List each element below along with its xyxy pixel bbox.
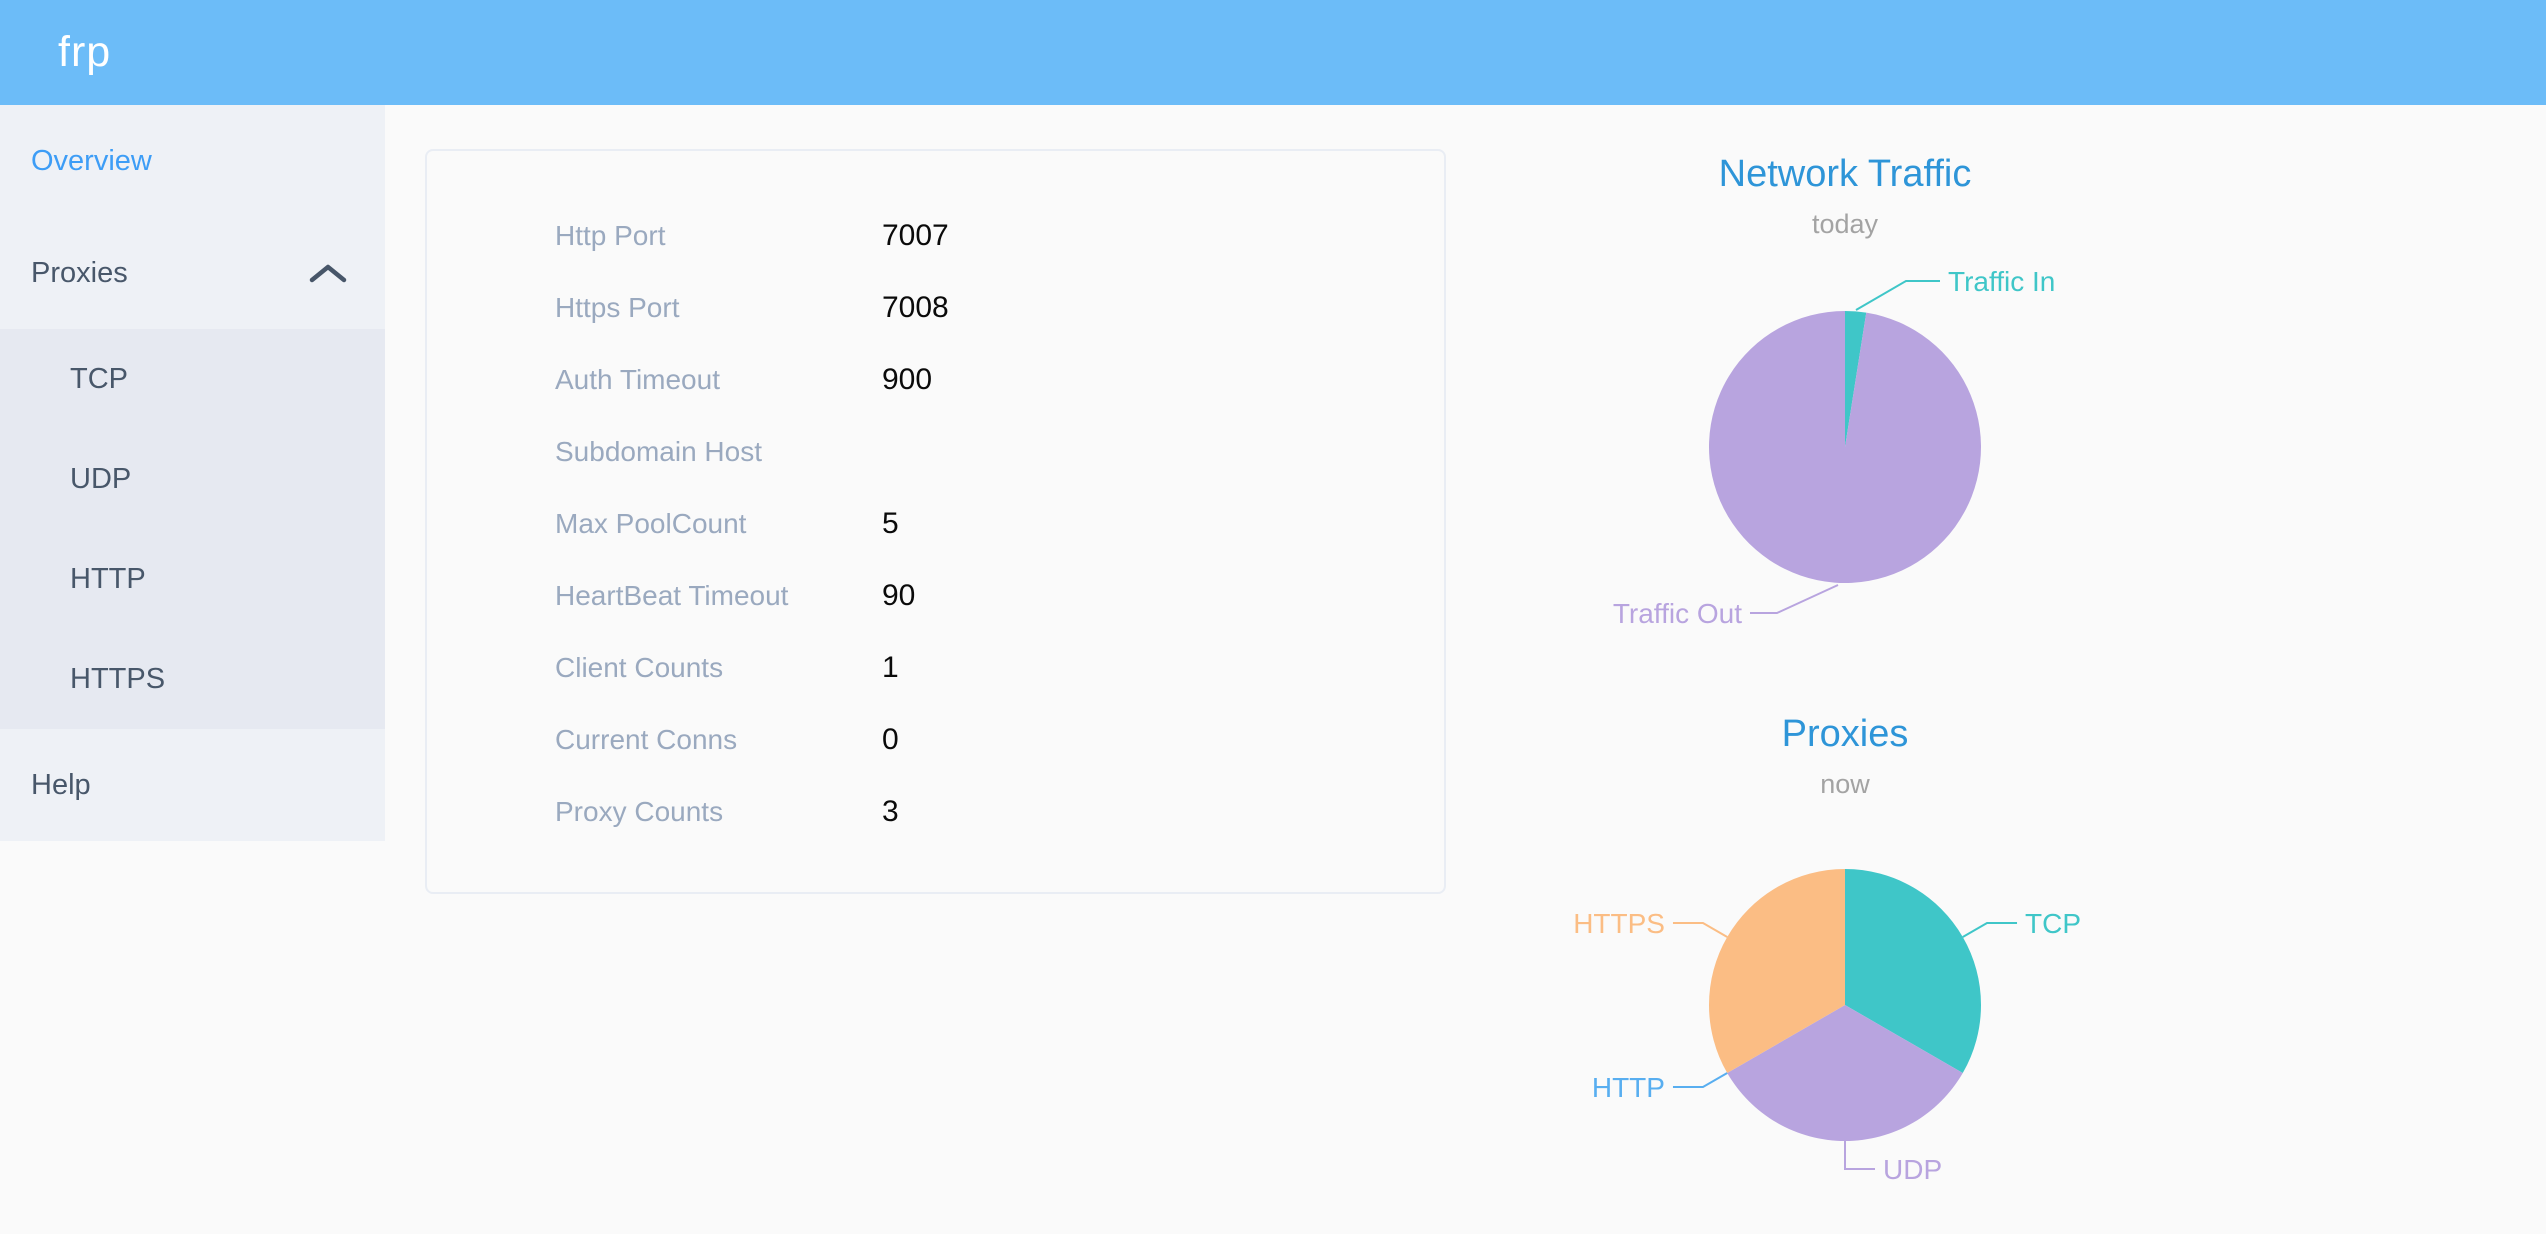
pie-label-line	[1672, 1072, 1728, 1088]
info-row: Auth Timeout 900	[427, 344, 1444, 416]
sidebar-item-label: HTTP	[70, 563, 146, 595]
app-logo: frp	[58, 28, 112, 76]
info-value: 0	[882, 723, 899, 756]
pie-slice-tcp	[1845, 869, 1981, 1073]
pie-label-line	[1750, 584, 1839, 614]
info-row: Proxy Counts 3	[427, 776, 1444, 848]
sidebar-item-label: TCP	[70, 363, 128, 395]
proxies-submenu: TCP UDP HTTP HTTPS	[0, 329, 385, 729]
info-label: HeartBeat Timeout	[555, 580, 789, 611]
sidebar-item-label: HTTPS	[70, 663, 166, 695]
info-value: 90	[882, 579, 916, 612]
sidebar-item-https[interactable]: HTTPS	[0, 629, 385, 729]
pie-label-https: HTTPS	[1573, 908, 1665, 939]
info-value: 7007	[882, 219, 949, 252]
chart-subtitle: now	[1820, 769, 1870, 799]
info-row: Max PoolCount 5	[427, 488, 1444, 560]
info-label: Http Port	[555, 220, 666, 251]
info-row: Https Port 7008	[427, 272, 1444, 344]
sidebar-item-label: Help	[31, 769, 91, 801]
info-row: HeartBeat Timeout 90	[427, 560, 1444, 632]
pie-slice-https	[1709, 869, 1845, 1073]
proxies-pie: TCP UDP HTTP HTTPS	[1573, 869, 2081, 1185]
pie-label-line	[1855, 280, 1940, 311]
chart-title: Network Traffic	[1718, 153, 1972, 195]
pie-label-line	[1844, 1141, 1875, 1170]
chevron-up-icon	[309, 264, 347, 283]
info-value: 7008	[882, 291, 949, 324]
network-traffic-chart: Traffic In Traffic Out Network Traffic to…	[1465, 140, 2225, 685]
info-label: Https Port	[555, 292, 680, 323]
info-value: 900	[882, 363, 933, 396]
proxies-chart: TCP UDP HTTP HTTPS Proxies now	[1465, 700, 2225, 1234]
info-value: 1	[882, 651, 899, 684]
pie-slice-traffic-in	[1845, 311, 1867, 447]
server-info-card: Http Port 7007 Https Port 7008 Auth Timeout 9…	[425, 149, 1446, 894]
pie-label-udp: UDP	[1883, 1154, 1942, 1185]
pie-label-http: HTTP	[1592, 1072, 1665, 1103]
network-traffic-pie: Traffic In Traffic Out	[1613, 266, 2056, 629]
info-label: Client Counts	[555, 652, 724, 683]
sidebar-item-udp[interactable]: UDP	[0, 429, 385, 529]
sidebar-item-overview[interactable]: Overview	[0, 105, 385, 217]
sidebar-item-proxies[interactable]: Proxies	[0, 217, 385, 329]
pie-slice-traffic-out	[1709, 310, 1981, 583]
sidebar-item-http[interactable]: HTTP	[0, 529, 385, 629]
sidebar-menu: Overview Proxies TCP UDP HTTP HTTPS Help	[0, 105, 385, 841]
pie-label-traffic-out: Traffic Out	[1613, 598, 1742, 629]
sidebar-item-tcp[interactable]: TCP	[0, 329, 385, 429]
info-label: Auth Timeout	[555, 364, 720, 395]
info-value: 5	[882, 507, 899, 540]
info-row: Http Port 7007	[427, 200, 1444, 272]
app-header: frp	[0, 0, 2546, 105]
pie-label-tcp: TCP	[2025, 908, 2081, 939]
sidebar-item-label: UDP	[70, 463, 132, 495]
pie-slice-udp	[1727, 1005, 1963, 1141]
sidebar-item-label: Overview	[31, 145, 152, 177]
info-row: Current Conns 0	[427, 704, 1444, 776]
info-label: Max PoolCount	[555, 508, 747, 539]
info-label: Subdomain Host	[555, 436, 763, 467]
pie-label-traffic-in: Traffic In	[1948, 266, 2055, 297]
sidebar-item-label: Proxies	[31, 257, 128, 289]
pie-label-line	[1672, 922, 1728, 938]
info-value: 3	[882, 795, 899, 828]
info-label: Proxy Counts	[555, 796, 724, 827]
info-row: Client Counts 1	[427, 632, 1444, 704]
chart-title: Proxies	[1781, 713, 1909, 755]
chart-subtitle: today	[1811, 209, 1879, 239]
info-label: Current Conns	[555, 724, 738, 755]
sidebar-item-help[interactable]: Help	[0, 729, 385, 841]
pie-label-line	[1962, 922, 2018, 938]
server-info-rows: Http Port 7007 Https Port 7008 Auth Timeout 9…	[427, 200, 1444, 848]
sidebar: Overview Proxies TCP UDP HTTP HTTPS Help	[0, 105, 385, 1234]
info-row: Subdomain Host	[427, 416, 1444, 488]
